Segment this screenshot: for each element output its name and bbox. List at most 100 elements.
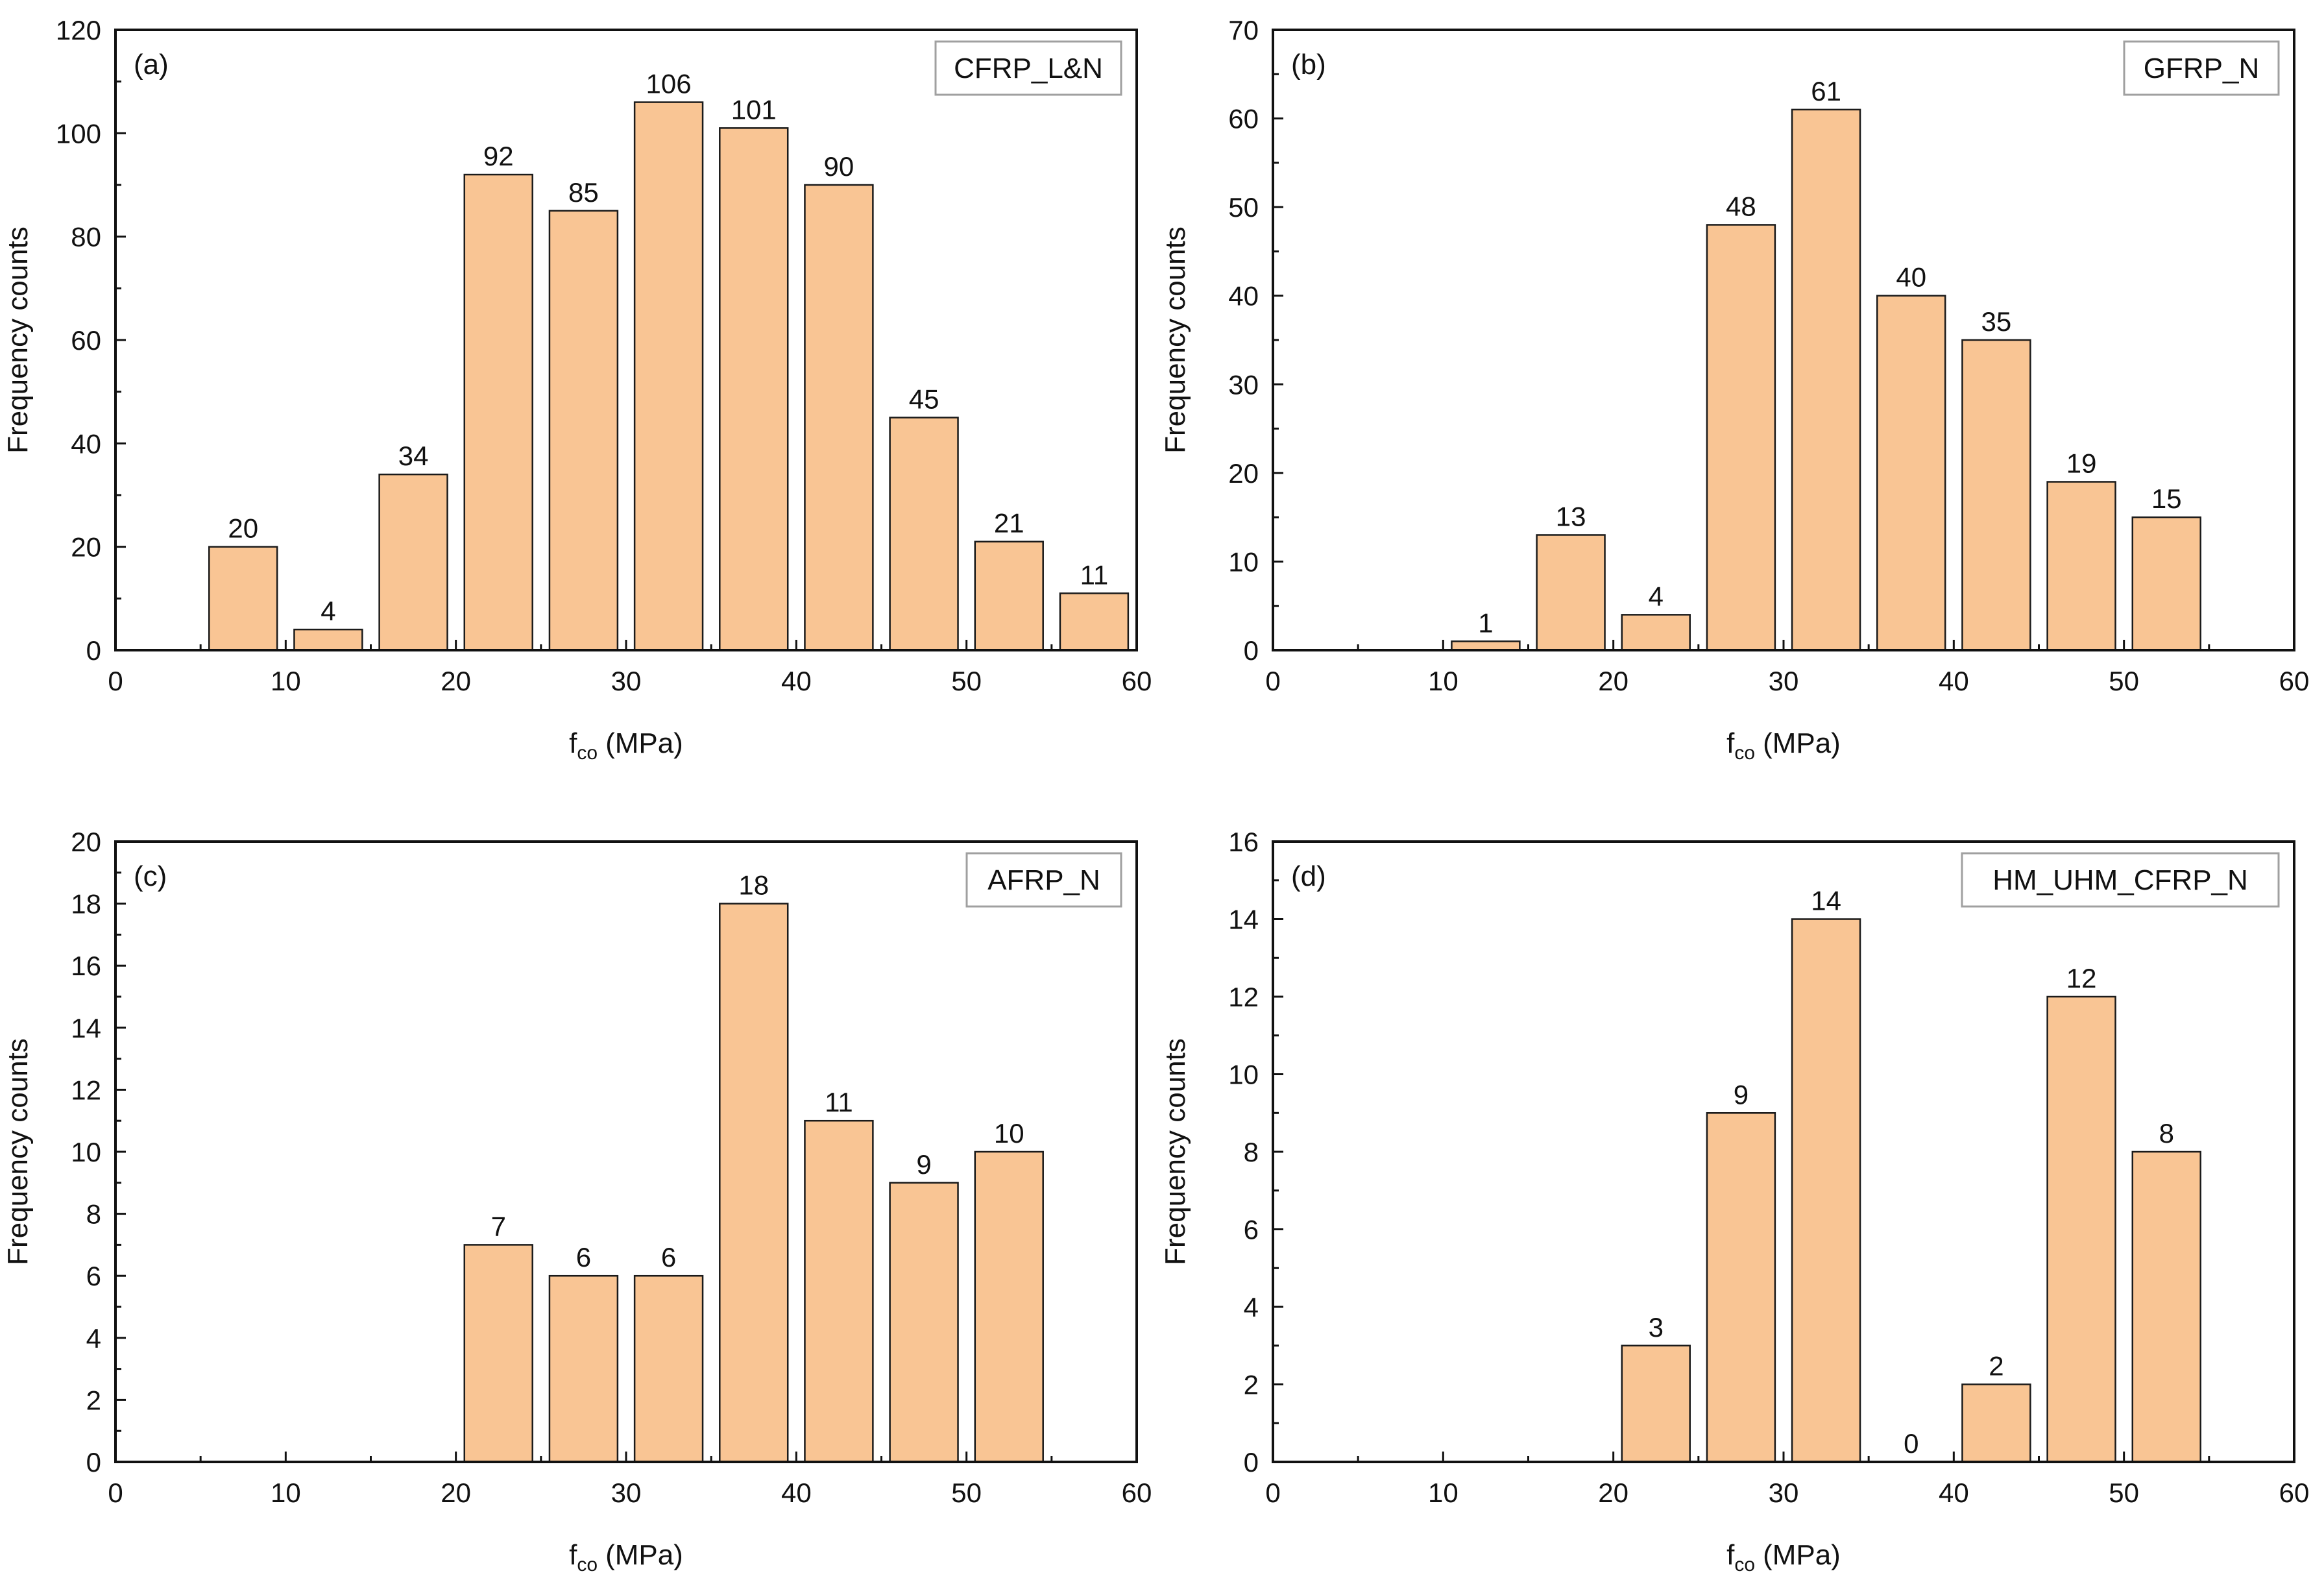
legend-box xyxy=(2123,40,2280,96)
y-tick-label: 0 xyxy=(86,635,101,666)
x-tick-label: 60 xyxy=(2279,1477,2310,1508)
panel-label: (d) xyxy=(1291,860,1326,892)
bar-value-label: 101 xyxy=(731,94,777,125)
y-tick-label: 16 xyxy=(71,951,101,981)
y-tick-label: 0 xyxy=(1244,635,1259,666)
y-tick-label: 2 xyxy=(86,1385,101,1415)
x-tick-label: 40 xyxy=(781,666,812,696)
bar-value-label: 13 xyxy=(1556,501,1586,531)
histogram-bar xyxy=(974,541,1044,651)
y-tick-label: 10 xyxy=(1228,546,1259,577)
x-tick-label: 60 xyxy=(2279,666,2310,696)
histogram-bar xyxy=(804,184,874,651)
y-tick-label: 12 xyxy=(1228,982,1259,1012)
y-tick-label: 4 xyxy=(1244,1292,1259,1322)
histogram-bar xyxy=(293,628,363,651)
bar-value-label: 9 xyxy=(1734,1079,1749,1110)
histogram-bar xyxy=(2046,481,2116,651)
legend-box xyxy=(1961,852,2280,908)
bar-value-label: 1 xyxy=(1478,607,1493,638)
panel-label: (b) xyxy=(1291,49,1326,80)
histogram-bar xyxy=(463,173,533,651)
histogram-bar xyxy=(378,473,448,651)
legend-label: HM_UHM_CFRP_N xyxy=(1992,864,2248,896)
x-tick-label: 20 xyxy=(441,1477,471,1508)
x-axis-label-subscript: co xyxy=(1734,1554,1755,1575)
bar-value-label: 11 xyxy=(1080,559,1109,590)
bar-value-label: 12 xyxy=(2066,963,2097,993)
y-tick-label: 60 xyxy=(71,325,101,356)
histogram-bar xyxy=(719,903,789,1463)
y-tick-label: 70 xyxy=(1228,15,1259,45)
y-tick-label: 80 xyxy=(71,222,101,252)
histogram-bar xyxy=(208,546,278,651)
x-axis-label: fco (MPa) xyxy=(569,1539,683,1575)
bar-value-label: 7 xyxy=(491,1211,506,1241)
x-tick-label: 20 xyxy=(1598,666,1628,696)
bar-value-label: 8 xyxy=(2159,1118,2174,1149)
bar-value-label: 3 xyxy=(1649,1312,1664,1343)
bar-value-label: 34 xyxy=(398,441,429,471)
bar-value-label: 35 xyxy=(1981,306,2012,337)
histogram-bar xyxy=(719,127,789,651)
x-axis-label-subscript: co xyxy=(577,1554,598,1575)
histogram-bar xyxy=(633,1274,704,1463)
y-tick-label: 0 xyxy=(86,1447,101,1477)
x-tick-label: 50 xyxy=(951,1477,982,1508)
x-axis-label: fco (MPa) xyxy=(569,727,683,764)
bar-value-label: 85 xyxy=(568,177,599,208)
y-tick-label: 40 xyxy=(1228,281,1259,311)
bar-value-label: 92 xyxy=(483,141,514,171)
y-axis-label: Frequency counts xyxy=(1159,226,1191,454)
y-tick-label: 60 xyxy=(1228,104,1259,134)
y-axis-label: Frequency counts xyxy=(2,1038,34,1265)
bar-value-label: 0 xyxy=(1904,1428,1919,1459)
x-tick-label: 40 xyxy=(781,1477,812,1508)
histogram-bar xyxy=(1536,534,1606,651)
x-tick-label: 10 xyxy=(1428,666,1459,696)
y-tick-label: 0 xyxy=(1244,1447,1259,1477)
y-tick-label: 20 xyxy=(71,532,101,563)
bar-value-label: 45 xyxy=(909,384,939,415)
x-axis-label-symbol: f xyxy=(1726,727,1735,759)
y-tick-label: 30 xyxy=(1228,369,1259,400)
y-tick-label: 8 xyxy=(86,1199,101,1230)
histogram-bar xyxy=(1791,108,1861,651)
y-tick-label: 14 xyxy=(1228,905,1259,935)
histogram-bar xyxy=(1876,295,1946,651)
x-tick-label: 30 xyxy=(1769,1477,1799,1508)
histogram-bar xyxy=(1706,1112,1776,1463)
y-tick-label: 2 xyxy=(1244,1370,1259,1400)
x-axis-label-symbol: f xyxy=(569,1539,577,1571)
y-tick-label: 12 xyxy=(71,1075,101,1105)
panel-c: 7 6 6 18 11 9 10 0 10 20 30 40 50 60 0 2 4 6 8 10 12 14 16 18 2… xyxy=(2,827,1152,1575)
bar-value-label: 40 xyxy=(1896,262,1926,293)
histogram-bar xyxy=(804,1119,874,1463)
x-tick-label: 0 xyxy=(1265,1477,1280,1508)
bar-value-label: 48 xyxy=(1726,191,1756,221)
x-axis-label-symbol: f xyxy=(569,727,577,759)
histogram-bar xyxy=(1961,1383,2031,1463)
y-tick-label: 100 xyxy=(56,118,101,149)
bar-value-label: 6 xyxy=(661,1242,676,1272)
x-axis-label-subscript: co xyxy=(1734,742,1755,764)
x-axis-label: fco (MPa) xyxy=(1726,727,1841,764)
histogram-bar xyxy=(548,210,619,651)
bar-value-label: 11 xyxy=(825,1087,853,1117)
histogram-bar xyxy=(1621,614,1691,651)
x-tick-label: 50 xyxy=(2109,1477,2139,1508)
bar-value-label: 4 xyxy=(1649,581,1664,611)
y-tick-label: 120 xyxy=(56,15,101,45)
histogram-bar xyxy=(1961,339,2031,651)
y-axis-label: Frequency counts xyxy=(2,226,34,454)
histogram-bar xyxy=(2046,995,2116,1463)
y-tick-label: 50 xyxy=(1228,192,1259,223)
x-tick-label: 50 xyxy=(2109,666,2139,696)
x-tick-label: 30 xyxy=(611,666,642,696)
x-tick-label: 20 xyxy=(1598,1477,1628,1508)
bar-value-label: 10 xyxy=(994,1118,1024,1149)
y-tick-label: 40 xyxy=(71,428,101,459)
bar-value-label: 20 xyxy=(228,513,258,544)
y-axis-label: Frequency counts xyxy=(1159,1038,1191,1265)
x-tick-label: 0 xyxy=(1265,666,1280,696)
